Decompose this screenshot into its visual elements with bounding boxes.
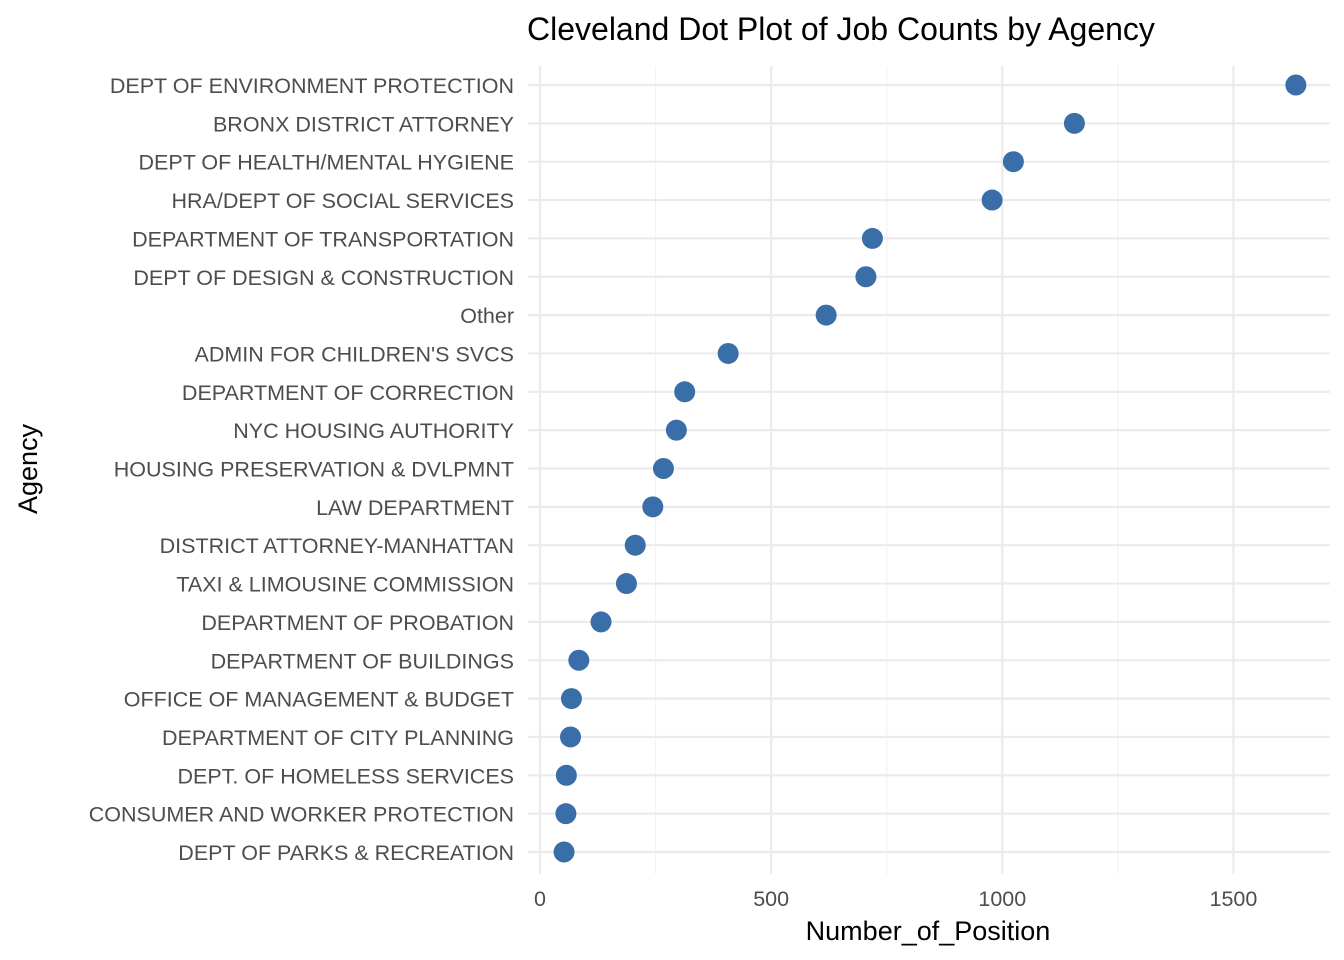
data-point [652,458,674,479]
x-axis-title: Number_of_Position [806,916,1051,946]
data-point [981,189,1003,211]
data-point [665,419,687,441]
data-point [568,649,590,671]
y-tick-label: DISTRICT ATTORNEY-MANHATTAN [160,534,514,558]
y-tick-label: DEPT OF HEALTH/MENTAL HYGIENE [138,151,514,175]
x-tick-label: 1000 [978,887,1026,911]
y-tick-label: DEPARTMENT OF CORRECTION [182,381,514,405]
y-tick-label: DEPARTMENT OF PROBATION [201,611,514,635]
y-axis-title: Agency [13,423,43,514]
data-point [553,841,575,863]
x-tick-label: 0 [534,887,546,911]
y-tick-label: LAW DEPARTMENT [316,496,514,520]
y-tick-label: DEPT. OF HOMELESS SERVICES [177,764,514,788]
data-point [674,381,696,403]
grid-lines [528,66,1330,874]
data-point [624,534,646,556]
data-point [855,266,877,288]
chart-title: Cleveland Dot Plot of Job Counts by Agen… [527,11,1155,47]
y-tick-label: HOUSING PRESERVATION & DVLPMNT [114,458,514,482]
data-point [642,496,664,518]
y-tick-label: NYC HOUSING AUTHORITY [233,419,514,443]
data-point [1063,112,1085,134]
data-point [1002,151,1024,173]
y-tick-labels: DEPT OF ENVIRONMENT PROTECTION BRONX DIST… [89,74,514,865]
y-tick-label: TAXI & LIMOUSINE COMMISSION [176,573,514,597]
data-point [555,803,577,825]
data-point [861,227,883,249]
y-tick-label: CONSUMER AND WORKER PROTECTION [89,803,514,827]
y-tick-label: HRA/DEPT OF SOCIAL SERVICES [172,189,515,213]
data-point [560,688,582,710]
data-point [590,611,612,633]
y-tick-label: DEPARTMENT OF BUILDINGS [211,649,514,673]
data-point [717,342,739,364]
y-tick-label: DEPT OF DESIGN & CONSTRUCTION [133,266,514,290]
x-tick-labels: 0 500 1000 1500 [534,887,1257,911]
y-tick-label: OFFICE OF MANAGEMENT & BUDGET [124,688,514,712]
y-tick-label: DEPARTMENT OF CITY PLANNING [162,726,514,750]
x-tick-label: 500 [753,887,789,911]
y-tick-label: BRONX DISTRICT ATTORNEY [213,112,514,136]
y-tick-label: ADMIN FOR CHILDREN'S SVCS [195,342,514,366]
x-tick-label: 1500 [1210,887,1258,911]
y-tick-label: DEPT OF ENVIRONMENT PROTECTION [110,74,514,98]
data-point [615,573,637,595]
y-tick-label: Other [460,304,514,328]
data-points [553,74,1307,863]
y-tick-label: DEPT OF PARKS & RECREATION [178,841,514,865]
data-point [555,764,577,786]
data-point [1285,74,1307,96]
y-tick-label: DEPARTMENT OF TRANSPORTATION [132,227,514,251]
data-point [815,304,837,326]
data-point [560,726,582,748]
